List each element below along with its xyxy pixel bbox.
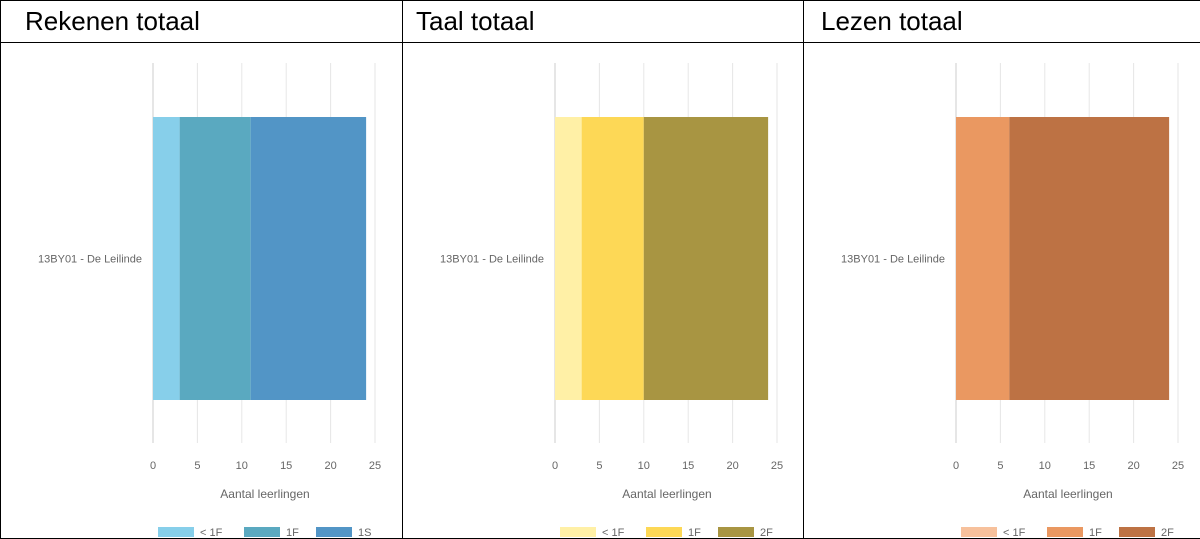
category-label: 13BY01 - De Leilinde — [38, 254, 142, 266]
legend-label: 1F — [688, 527, 701, 537]
bar-segment — [555, 117, 582, 400]
legend-label: 1F — [1089, 527, 1102, 537]
tick-label: 15 — [280, 460, 292, 472]
legend-label: 1S — [358, 527, 371, 537]
legend-swatch — [961, 527, 997, 537]
category-label: 13BY01 - De Leilinde — [841, 254, 945, 266]
panel-header-taal: Taal totaal — [402, 0, 804, 43]
legend-label: 1F — [286, 527, 299, 537]
legend-swatch — [718, 527, 754, 537]
tick-label: 15 — [682, 460, 694, 472]
legend-swatch — [316, 527, 352, 537]
bar-segment — [250, 117, 367, 400]
x-axis-title: Aantal leerlingen — [622, 487, 711, 501]
legend-swatch — [158, 527, 194, 537]
tick-label: 25 — [1172, 460, 1184, 472]
chart-panel-rekenen: 13BY01 - De Leilinde 0 5 10 15 20 25 Aantal lee… — [0, 42, 403, 539]
tick-label: 0 — [953, 460, 959, 472]
legend-swatch — [1119, 527, 1155, 537]
tick-label: 15 — [1083, 460, 1095, 472]
bar-segment — [643, 117, 769, 400]
tick-label: 20 — [726, 460, 738, 472]
legend-label: 2F — [760, 527, 773, 537]
bar-segment — [153, 117, 180, 400]
bar-segment — [581, 117, 644, 400]
chart-rekenen: 13BY01 - De Leilinde 0 5 10 15 20 25 Aantal lee… — [38, 63, 381, 537]
chart-taal: 13BY01 - De Leilinde 0 5 10 15 20 25 Aantal lee… — [440, 63, 783, 537]
x-axis-title: Aantal leerlingen — [1023, 487, 1112, 501]
tick-label: 10 — [1039, 460, 1051, 472]
chart-lezen: 13BY01 - De Leilinde 0 5 10 15 20 25 Aantal lee… — [841, 63, 1184, 537]
tick-label: 25 — [771, 460, 783, 472]
panel-header-rekenen: Rekenen totaal — [0, 0, 403, 43]
category-label: 13BY01 - De Leilinde — [440, 254, 544, 266]
chart-panel-lezen: 13BY01 - De Leilinde 0 5 10 15 20 25 Aantal lee… — [803, 42, 1200, 539]
legend-label: < 1F — [602, 527, 625, 537]
tick-label: 5 — [596, 460, 602, 472]
tick-label: 5 — [997, 460, 1003, 472]
panel-title: Taal totaal — [416, 6, 535, 36]
legend-label: 2F — [1161, 527, 1174, 537]
legend-label: < 1F — [200, 527, 223, 537]
tick-label: 0 — [552, 460, 558, 472]
legend-swatch — [646, 527, 682, 537]
bar-segment — [179, 117, 251, 400]
x-axis-title: Aantal leerlingen — [220, 487, 309, 501]
tick-label: 0 — [150, 460, 156, 472]
tick-label: 20 — [324, 460, 336, 472]
bar-segment — [956, 117, 1010, 400]
bar-segment — [1009, 117, 1170, 400]
panel-header-lezen: Lezen totaal — [803, 0, 1200, 43]
chart-panel-taal: 13BY01 - De Leilinde 0 5 10 15 20 25 Aantal lee… — [402, 42, 804, 539]
panel-title: Rekenen totaal — [25, 6, 200, 36]
legend-swatch — [1047, 527, 1083, 537]
tick-label: 25 — [369, 460, 381, 472]
panel-title: Lezen totaal — [821, 6, 963, 36]
legend-swatch — [244, 527, 280, 537]
tick-label: 10 — [638, 460, 650, 472]
tick-label: 10 — [236, 460, 248, 472]
tick-label: 20 — [1127, 460, 1139, 472]
legend-swatch — [560, 527, 596, 537]
legend-label: < 1F — [1003, 527, 1026, 537]
tick-label: 5 — [194, 460, 200, 472]
